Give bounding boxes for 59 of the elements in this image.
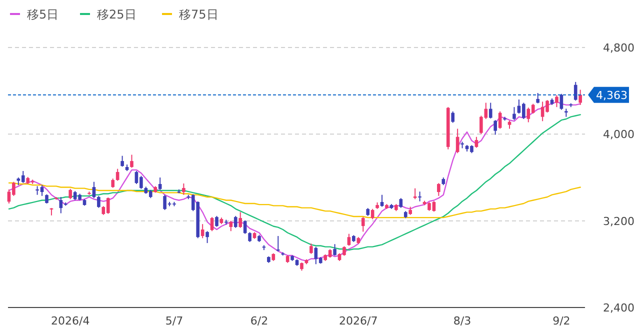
candlestick — [238, 212, 242, 228]
candlestick — [310, 243, 313, 254]
candlestick — [451, 110, 454, 124]
candlestick — [498, 110, 502, 130]
y-tick-label: 2,400 — [603, 302, 634, 314]
y-tick-label: 3,200 — [603, 214, 634, 228]
candlestick — [494, 120, 497, 136]
candlestick — [243, 220, 247, 234]
candlestick — [574, 81, 578, 102]
candlestick — [229, 220, 233, 232]
candlestick — [474, 136, 478, 148]
candlestick — [68, 188, 72, 200]
candlestick — [21, 170, 25, 184]
candlestick — [45, 194, 48, 204]
candlestick — [234, 215, 238, 228]
candlestick — [116, 168, 120, 182]
candlestick — [120, 155, 124, 168]
candlestick — [555, 94, 558, 108]
legend-label: 移75日 — [179, 8, 218, 22]
candlestick — [182, 182, 186, 196]
candlestick — [399, 198, 403, 208]
x-tick-label: 2026/7 — [339, 314, 378, 328]
legend-label: 移5日 — [27, 8, 59, 22]
candlestick — [130, 154, 134, 168]
candlestick — [111, 178, 115, 188]
x-tick-label: 5/7 — [165, 314, 184, 328]
x-tick-label: 9/2 — [552, 314, 570, 328]
y-tick-label: 4,800 — [603, 42, 634, 54]
x-tick-label: 2026/4 — [51, 314, 90, 328]
candlestick — [418, 191, 422, 202]
y-tick-label: 4,000 — [603, 128, 634, 142]
candlestick — [97, 195, 100, 208]
candlestick — [158, 177, 162, 190]
candlestick — [200, 224, 204, 239]
candlestick — [578, 89, 582, 106]
candlestick — [248, 232, 252, 242]
x-tick-label: 8/3 — [453, 314, 472, 328]
candlestick — [413, 188, 417, 200]
candlestick — [512, 106, 516, 121]
candlestick — [370, 208, 374, 220]
candlestick — [210, 216, 214, 232]
line-series — [8, 182, 581, 218]
candlestick — [560, 93, 564, 110]
candlestick — [206, 230, 209, 244]
legend-label: 移25日 — [97, 8, 136, 22]
candlestick — [380, 194, 384, 208]
candlestick — [361, 216, 365, 232]
candlestick — [347, 233, 351, 246]
candlestick — [536, 92, 540, 104]
candlestick — [92, 181, 96, 199]
candlestick — [456, 128, 460, 154]
candlestick — [276, 236, 280, 252]
candlestick — [437, 182, 440, 196]
candlestick — [106, 197, 110, 214]
candlestick — [215, 215, 218, 228]
x-tick-label: 6/2 — [250, 314, 268, 328]
candlestick — [488, 102, 492, 119]
ref-line-label: 4,363 — [596, 88, 628, 102]
candlestick — [333, 244, 336, 256]
